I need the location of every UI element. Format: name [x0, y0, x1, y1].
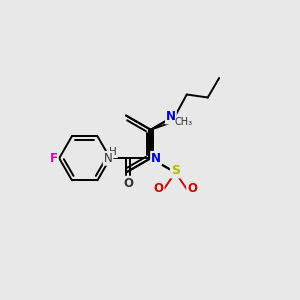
- Text: N: N: [166, 110, 176, 124]
- Text: O: O: [187, 182, 197, 196]
- Text: H: H: [109, 147, 117, 157]
- Text: O: O: [123, 177, 133, 190]
- Text: O: O: [154, 182, 164, 196]
- Text: N: N: [104, 152, 112, 165]
- Text: F: F: [50, 152, 58, 165]
- Text: S: S: [171, 164, 180, 178]
- Text: CH₃: CH₃: [174, 117, 192, 127]
- Text: N: N: [151, 152, 161, 165]
